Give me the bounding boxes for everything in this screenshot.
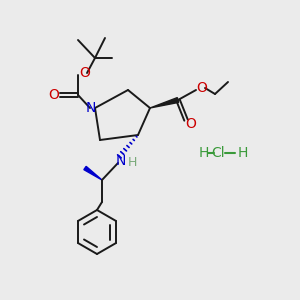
Text: O: O: [196, 81, 207, 95]
Text: N: N: [86, 101, 96, 115]
Text: H: H: [238, 146, 248, 160]
Text: O: O: [80, 66, 90, 80]
Text: O: O: [49, 88, 59, 102]
Text: H: H: [127, 157, 137, 169]
Text: O: O: [186, 117, 196, 131]
Polygon shape: [150, 98, 179, 108]
Polygon shape: [84, 167, 102, 180]
Text: Cl: Cl: [211, 146, 225, 160]
Text: H: H: [199, 146, 209, 160]
Text: N: N: [116, 154, 126, 168]
